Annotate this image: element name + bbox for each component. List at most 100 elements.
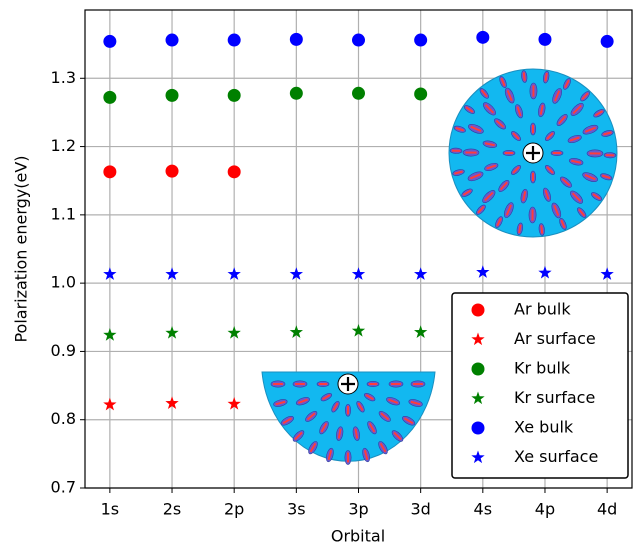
y-tick-label: 0.9 xyxy=(51,341,76,360)
inset-arrow xyxy=(354,428,359,439)
star-marker xyxy=(165,267,179,280)
legend-label: Xe bulk xyxy=(514,418,574,437)
inset-arrow xyxy=(379,442,387,453)
inset-arrow xyxy=(512,132,520,140)
inset-arrow xyxy=(518,224,522,234)
star-marker xyxy=(471,391,485,405)
inset-arrow xyxy=(584,126,597,133)
circle-marker xyxy=(352,33,365,47)
inset-arrow xyxy=(454,170,463,175)
inset-arrow xyxy=(506,89,513,102)
star-marker xyxy=(471,450,485,464)
inset-arrow xyxy=(465,106,474,113)
y-tick-label: 1.3 xyxy=(51,68,76,87)
insets xyxy=(261,68,618,465)
inset-arrow xyxy=(572,104,582,115)
inset-arrow xyxy=(546,132,554,140)
inset-arrow xyxy=(571,159,582,164)
legend: Ar bulk Ar surface Kr bulk Kr surface Xe bul… xyxy=(451,292,629,479)
legend-label: Ar bulk xyxy=(514,300,571,319)
inset-arrow xyxy=(495,119,505,128)
inset-plus xyxy=(341,377,355,391)
x-tick-label: 4p xyxy=(535,500,555,519)
y-tick-label: 1.2 xyxy=(51,136,76,155)
inset-arrow xyxy=(584,174,596,181)
inset-half-disc xyxy=(261,371,436,462)
inset-arrow xyxy=(365,394,374,401)
inset-arrow xyxy=(294,431,303,441)
circle-marker xyxy=(165,164,179,178)
inset-arrow xyxy=(512,166,520,174)
star-marker xyxy=(103,267,117,280)
circle-marker xyxy=(600,34,614,48)
circle-marker xyxy=(227,33,241,47)
inset-arrow xyxy=(578,208,586,217)
star-marker xyxy=(289,325,303,338)
inset-arrow xyxy=(571,192,582,202)
star-marker xyxy=(103,328,117,341)
inset-arrow xyxy=(581,92,589,101)
inset-arrow xyxy=(322,394,331,401)
inset-arrow xyxy=(477,205,485,214)
circle-marker xyxy=(165,33,179,47)
inset-arrow xyxy=(546,166,554,174)
y-tick-label: 1.1 xyxy=(51,204,76,223)
inset-arrow xyxy=(496,217,502,227)
x-tick-label: 1s xyxy=(101,500,120,519)
circle-marker xyxy=(414,33,428,47)
star-marker xyxy=(103,397,117,411)
star-marker xyxy=(414,267,428,280)
inset-arrow xyxy=(484,142,495,147)
circle-marker xyxy=(471,303,485,317)
inset-arrow xyxy=(275,400,286,406)
star-marker xyxy=(227,267,241,280)
x-tick-label: 4d xyxy=(597,500,617,519)
x-tick-label: 3p xyxy=(348,500,368,519)
inset-arrow xyxy=(505,204,512,216)
x-tick-label: 4s xyxy=(474,500,493,519)
star-marker xyxy=(351,267,366,280)
inset-plus xyxy=(526,146,540,160)
inset-arrow xyxy=(561,178,571,187)
inset-arrow xyxy=(309,442,317,453)
y-tick-label: 1.0 xyxy=(51,273,76,292)
y-axis-label: Polarization energy(eV) xyxy=(12,155,31,342)
x-tick-label: 2p xyxy=(224,500,244,519)
inset-arrow xyxy=(327,450,333,460)
inset-arrow xyxy=(564,79,570,89)
inset-arrow xyxy=(332,402,339,411)
inset-arrow xyxy=(516,106,522,117)
inset-arrow xyxy=(499,181,508,191)
inset-arrow xyxy=(462,189,472,196)
circle-marker xyxy=(289,32,303,46)
x-tick-label: 2s xyxy=(163,500,182,519)
inset-arrow xyxy=(486,164,497,170)
inset-arrow xyxy=(403,417,414,425)
legend-label: Kr bulk xyxy=(514,359,571,378)
legend-box xyxy=(451,292,629,479)
inset-arrow xyxy=(455,126,465,132)
inset-arrow xyxy=(601,174,611,180)
circle-marker xyxy=(103,90,117,104)
inset-arrow xyxy=(393,431,402,441)
x-tick-label: 3d xyxy=(410,500,430,519)
inset-arrow xyxy=(320,422,328,433)
star-marker xyxy=(227,397,241,410)
circle-marker xyxy=(227,88,241,102)
inset-arrow xyxy=(558,115,567,125)
star-marker xyxy=(600,267,614,280)
inset-arrow xyxy=(553,204,560,217)
inset-arrow xyxy=(544,189,550,200)
inset-arrow xyxy=(484,104,495,114)
star-marker xyxy=(538,265,552,279)
star-marker xyxy=(227,325,241,339)
inset-arrow xyxy=(484,191,494,202)
circle-marker xyxy=(165,88,179,102)
circle-marker xyxy=(103,34,117,48)
inset-arrow xyxy=(297,398,308,404)
circle-marker xyxy=(476,30,490,44)
inset-arrow xyxy=(388,398,399,404)
star-marker xyxy=(165,325,179,339)
x-tick-label: 3s xyxy=(287,500,306,519)
